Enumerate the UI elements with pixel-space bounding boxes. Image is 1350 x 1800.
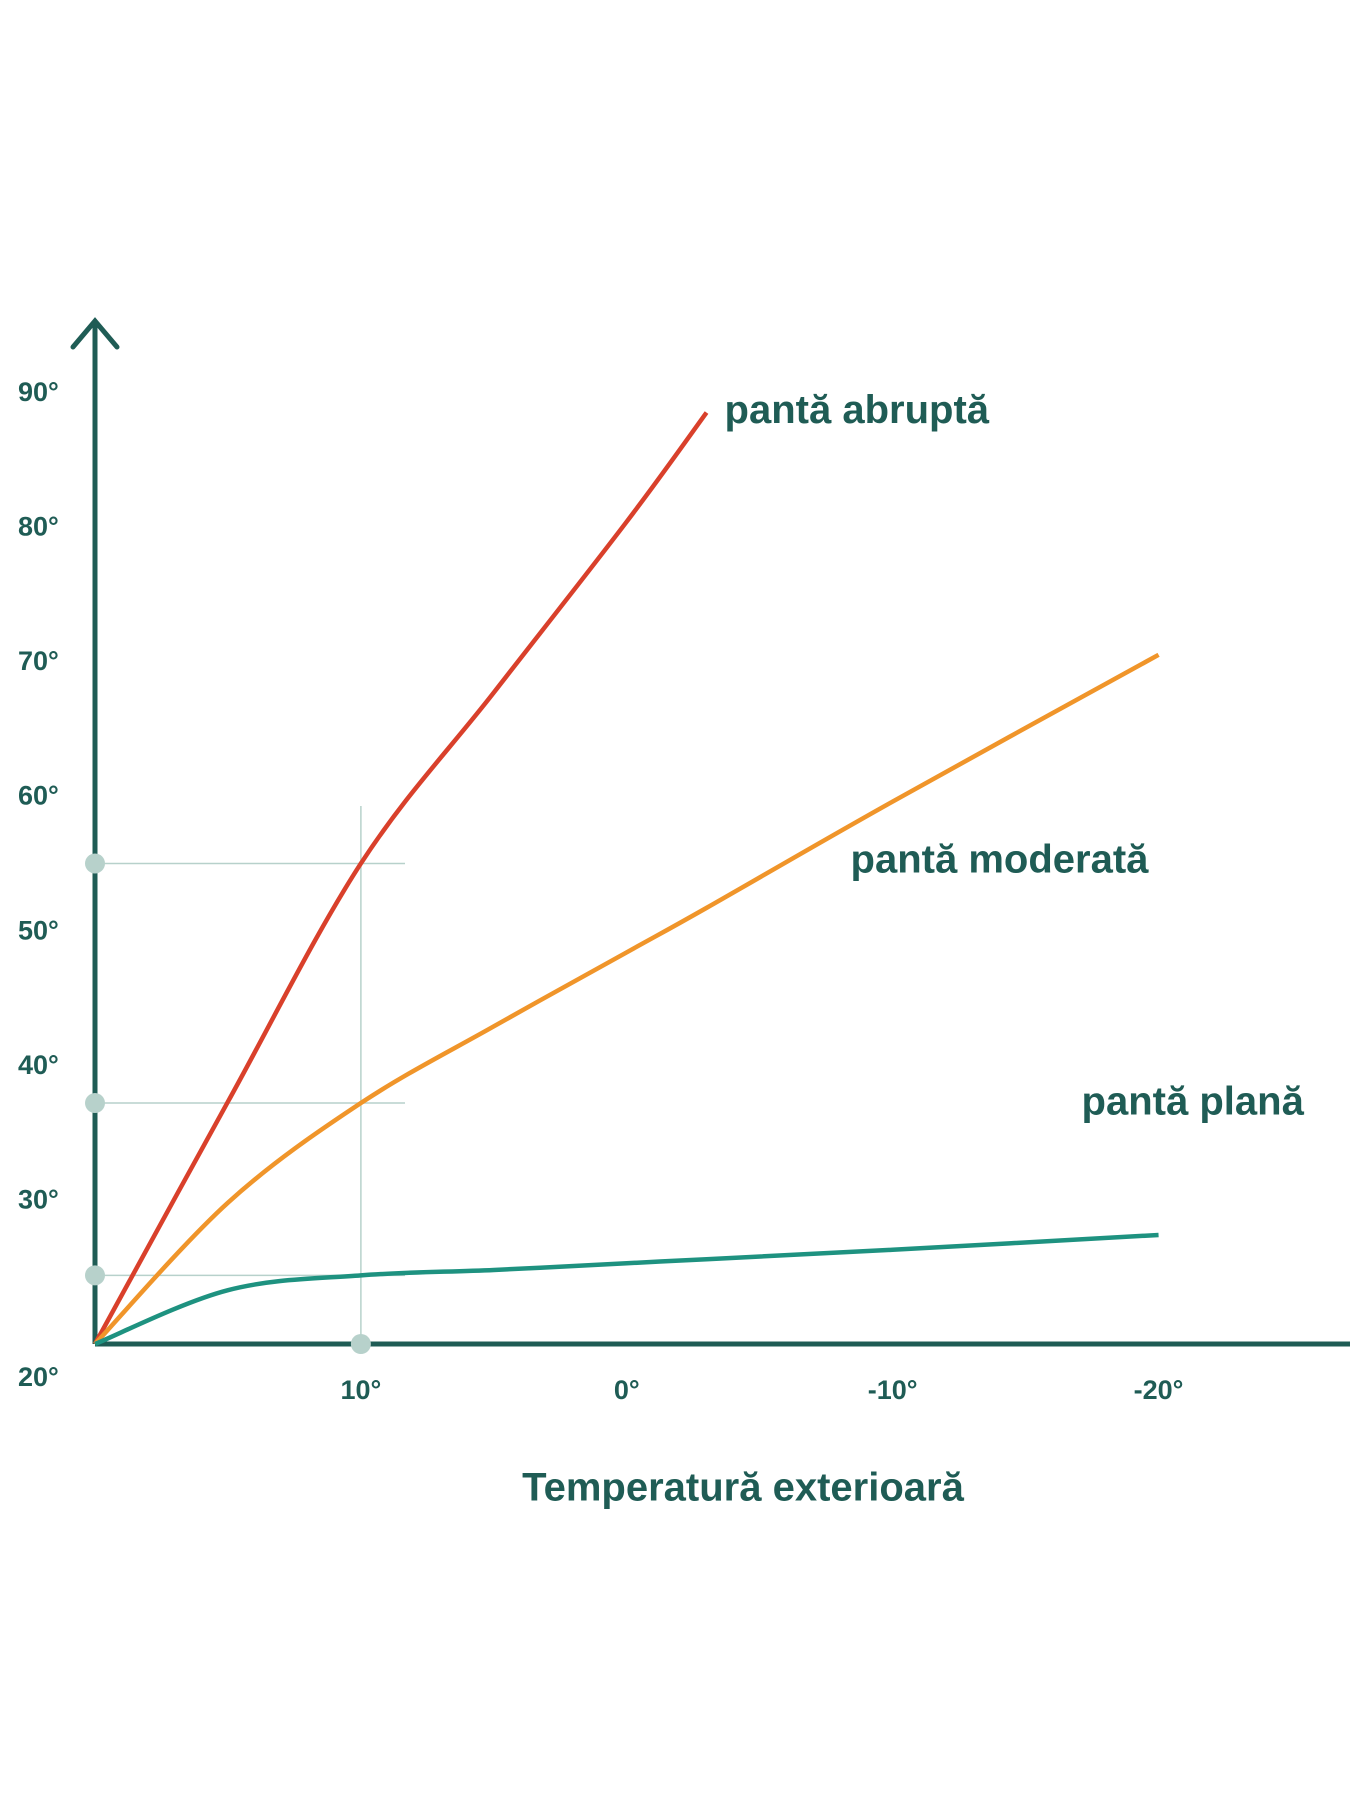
reference-dot [350, 1334, 371, 1354]
series-label: pantă plană [1082, 1080, 1305, 1124]
reference-dot [85, 1265, 105, 1286]
x-tick-label: 0° [614, 1375, 640, 1405]
y-tick-label: 80° [18, 511, 59, 541]
series-line [94, 1232, 1159, 1347]
y-tick-label: 30° [18, 1185, 59, 1215]
series-label: pantă moderată [851, 837, 1150, 881]
y-tick-label: 90° [18, 377, 59, 407]
reference-dot [85, 1093, 105, 1114]
series-label: pantă abruptă [725, 388, 990, 432]
y-tick-label: 50° [18, 915, 59, 945]
y-tick-label: 60° [18, 781, 59, 811]
y-axis-arrow [70, 317, 120, 350]
x-tick-label: -20° [1134, 1375, 1184, 1405]
x-tick-label: 10° [340, 1375, 381, 1405]
series-line [93, 411, 709, 1346]
y-tick-label: 70° [18, 646, 59, 676]
y-tick-label: 20° [18, 1362, 59, 1392]
reference-dot [85, 853, 105, 874]
series-line [93, 652, 1160, 1346]
x-axis-title: Temperatură exterioară [522, 1466, 964, 1510]
y-tick-label: 40° [18, 1050, 59, 1080]
x-tick-label: -10° [868, 1375, 918, 1405]
